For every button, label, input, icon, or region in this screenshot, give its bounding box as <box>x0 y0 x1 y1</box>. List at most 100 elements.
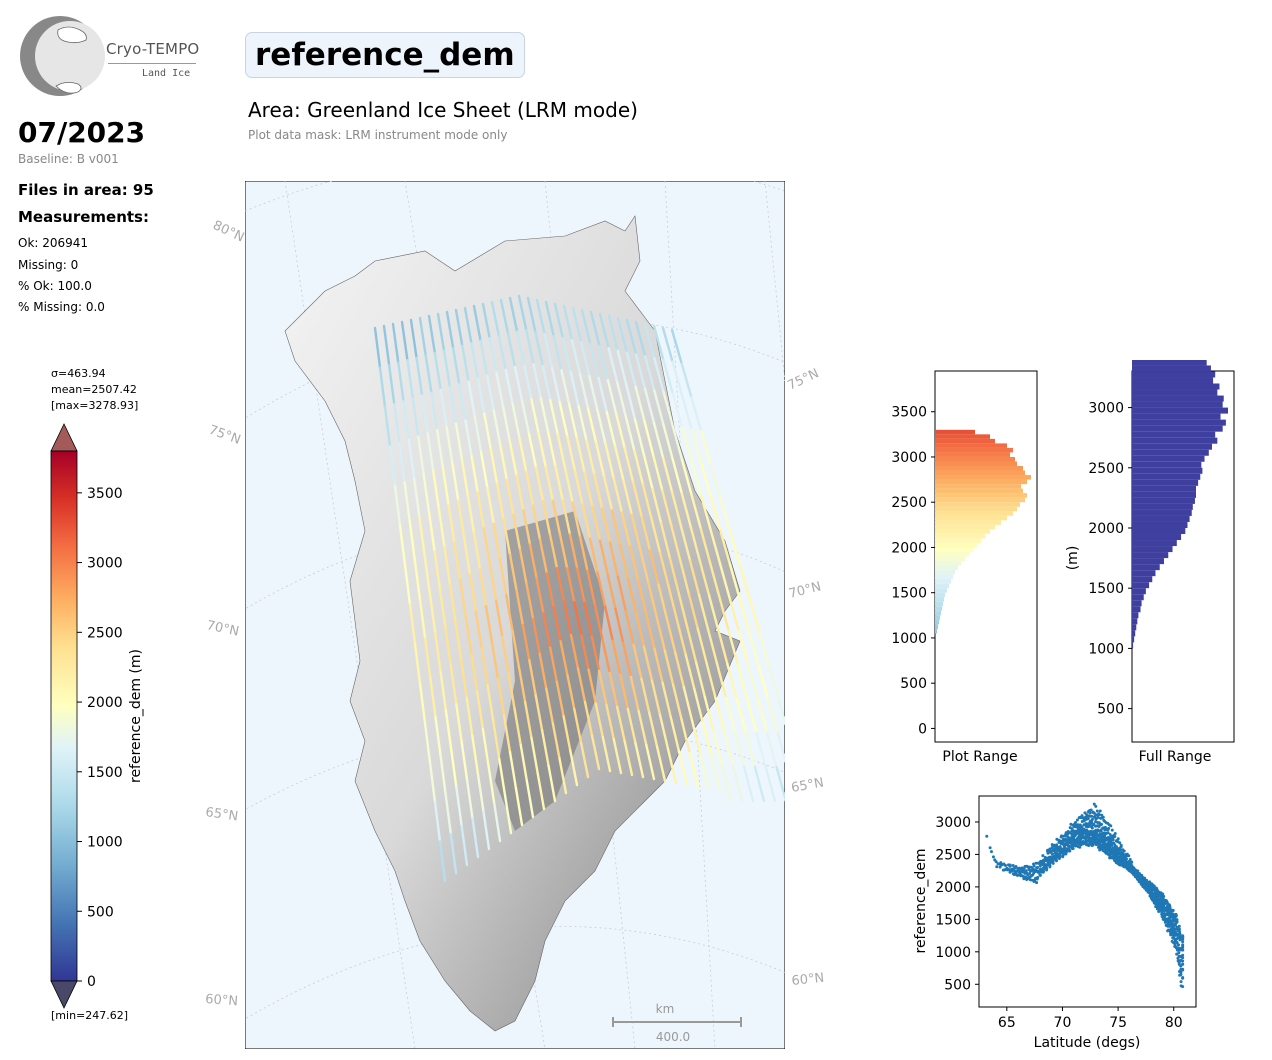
scatter-point <box>1072 833 1076 837</box>
scatter-point <box>995 865 999 869</box>
scatter-point <box>1098 809 1102 813</box>
histogram-bar <box>935 533 985 539</box>
scatter-point <box>1099 829 1103 833</box>
scatter-point <box>1160 912 1164 916</box>
histogram-bar <box>1132 455 1205 462</box>
track-segment <box>530 398 540 435</box>
scatter-point <box>1181 962 1185 966</box>
track-segment <box>543 332 554 370</box>
track-segment <box>502 518 512 556</box>
ytick-label: 500 <box>900 676 927 692</box>
track-segment <box>647 581 658 618</box>
track-segment <box>428 761 437 804</box>
track-segment <box>483 412 492 451</box>
track-segment <box>607 314 619 352</box>
histogram-bar <box>1132 449 1209 456</box>
track-segment <box>630 513 642 550</box>
track-segment <box>465 696 474 737</box>
track-segment <box>710 755 722 793</box>
track-segment <box>447 503 456 544</box>
track-segment <box>485 374 495 412</box>
logo-divider <box>108 63 196 64</box>
track-segment <box>462 536 472 576</box>
ytick-label: 1500 <box>891 586 927 602</box>
scatter-point <box>1030 869 1034 873</box>
track-segment <box>576 667 587 704</box>
histogram-bar <box>1132 546 1173 553</box>
min-label: [min=247.62] <box>51 1009 129 1022</box>
scatter-point <box>1051 861 1055 865</box>
track-segment <box>560 368 571 406</box>
scatter-point <box>1158 907 1162 911</box>
ytick-label: 3000 <box>935 815 971 831</box>
scatter-point <box>1081 839 1085 843</box>
track-segment <box>658 551 670 588</box>
scatter-point <box>1139 875 1143 879</box>
scatter-point <box>1090 817 1094 821</box>
track-segment <box>688 559 701 597</box>
track-segment <box>777 698 785 726</box>
track-segment <box>490 300 501 338</box>
track-segment <box>540 729 550 767</box>
track-segment <box>535 577 545 615</box>
track-segment <box>448 385 458 425</box>
track-segment <box>413 559 422 601</box>
colorbar-tick-label: 3000 <box>87 556 123 572</box>
track-segment <box>580 634 590 671</box>
histogram-bar <box>935 493 1027 498</box>
lat-label-70-left: 70°N <box>205 618 240 639</box>
scatter-point <box>1023 871 1027 875</box>
track-segment <box>594 702 605 739</box>
track-segment <box>663 649 675 686</box>
lat-label-65-left: 65°N <box>204 805 239 824</box>
track-segment <box>744 731 757 768</box>
track-segment <box>615 705 626 743</box>
track-segment <box>638 547 650 584</box>
scatter-point <box>1057 838 1061 842</box>
histogram-bar <box>935 470 1025 476</box>
track-segment <box>681 426 693 463</box>
track-segment <box>486 487 495 526</box>
scatter-point <box>1118 841 1122 845</box>
histogram-bar <box>1132 630 1136 637</box>
ytick-label: 3000 <box>891 450 927 466</box>
scatter-point <box>1061 837 1065 841</box>
track-segment <box>549 399 559 436</box>
track-segment <box>511 629 521 668</box>
track-segment <box>467 380 477 419</box>
track-segment <box>594 441 606 478</box>
scatter-point <box>1029 865 1033 869</box>
track-segment <box>454 308 464 347</box>
track-segment <box>611 639 622 676</box>
track-segment <box>665 617 677 654</box>
scatter-point <box>1154 890 1158 894</box>
track-segment <box>388 445 397 488</box>
track-segment <box>601 637 611 674</box>
track-segment <box>614 607 625 644</box>
histogram-bar <box>935 570 955 575</box>
track-segment <box>583 471 594 508</box>
track-segment <box>680 394 693 431</box>
track-segment <box>454 621 463 662</box>
histogram-bar <box>1132 636 1135 643</box>
scatter-point <box>1048 847 1052 851</box>
scatter-point <box>1173 943 1177 947</box>
ok-count: Ok: 206941 <box>18 236 89 250</box>
track-segment <box>571 501 582 538</box>
scatter-point <box>1174 946 1178 950</box>
scatter-point <box>1023 875 1027 879</box>
scatter-point <box>999 861 1003 865</box>
track-segment <box>490 641 500 681</box>
track-segment <box>669 715 681 753</box>
track-segment <box>449 832 458 875</box>
track-segment <box>438 588 447 629</box>
track-segment <box>373 326 382 369</box>
scatter-point <box>1022 867 1026 871</box>
xtick-label: 80 <box>1165 1015 1183 1031</box>
track-segment <box>653 647 664 684</box>
track-segment <box>556 433 567 470</box>
scatter-point <box>1035 866 1039 870</box>
track-segment <box>393 484 402 527</box>
track-segment <box>481 727 490 768</box>
track-segment <box>451 462 460 502</box>
